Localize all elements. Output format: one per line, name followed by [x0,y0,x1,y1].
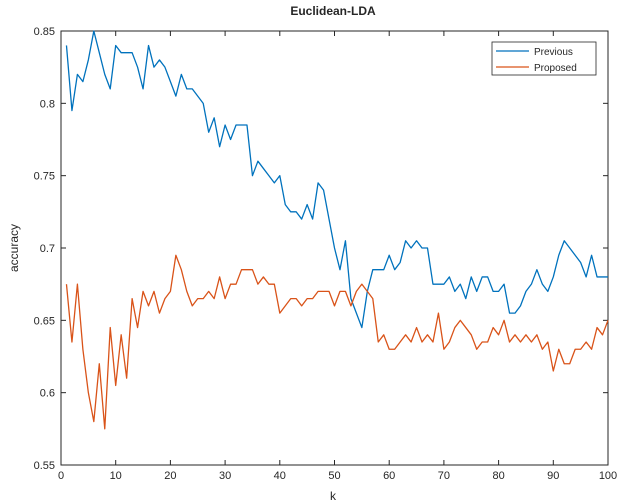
x-tick-label: 30 [219,470,231,482]
x-axis-label: k [330,489,337,503]
legend: Previous Proposed [491,41,597,76]
chart-title: Euclidean-LDA [290,4,376,18]
series-layer [65,30,609,430]
legend-label-proposed: Proposed [534,63,577,74]
x-tick-label: 70 [438,470,450,482]
legend-box [491,41,597,76]
x-tick-label: 50 [328,470,340,482]
y-axis-label: accuracy [7,224,21,272]
y-tick-label: 0.8 [40,98,55,110]
y-axis: 0.55 0.6 0.65 0.7 0.75 0.8 0.85 [34,26,608,472]
legend-label-previous: Previous [534,47,573,58]
y-tick-label: 0.6 [40,388,55,400]
x-tick-label: 90 [547,470,559,482]
y-tick-label: 0.75 [34,171,55,183]
x-tick-label: 100 [599,470,617,482]
x-tick-label: 60 [383,470,395,482]
y-tick-label: 0.85 [34,26,55,38]
y-tick-label: 0.7 [40,243,55,255]
y-tick-label: 0.55 [34,460,55,472]
x-tick-label: 80 [492,470,504,482]
x-tick-label: 40 [274,470,286,482]
series-line-proposed [65,254,609,430]
series-line-previous [65,30,608,329]
x-tick-label: 0 [58,470,64,482]
y-tick-label: 0.65 [34,315,55,327]
x-tick-label: 10 [110,470,122,482]
x-tick-label: 20 [164,470,176,482]
x-axis: 0 10 20 30 40 50 60 70 80 90 100 [58,31,617,482]
